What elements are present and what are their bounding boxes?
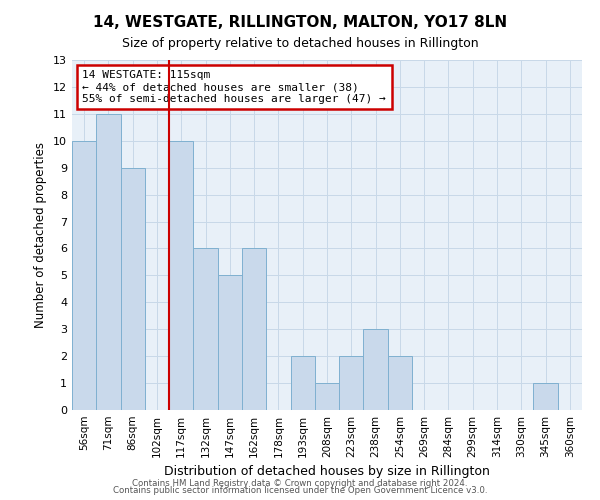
- Text: 14 WESTGATE: 115sqm
← 44% of detached houses are smaller (38)
55% of semi-detach: 14 WESTGATE: 115sqm ← 44% of detached ho…: [82, 70, 386, 104]
- Text: Contains HM Land Registry data © Crown copyright and database right 2024.: Contains HM Land Registry data © Crown c…: [132, 478, 468, 488]
- Bar: [121, 168, 145, 410]
- Bar: [242, 248, 266, 410]
- Bar: [72, 141, 96, 410]
- Bar: [533, 383, 558, 410]
- Y-axis label: Number of detached properties: Number of detached properties: [34, 142, 47, 328]
- Text: Size of property relative to detached houses in Rillington: Size of property relative to detached ho…: [122, 38, 478, 51]
- Bar: [193, 248, 218, 410]
- Bar: [315, 383, 339, 410]
- Text: 14, WESTGATE, RILLINGTON, MALTON, YO17 8LN: 14, WESTGATE, RILLINGTON, MALTON, YO17 8…: [93, 15, 507, 30]
- X-axis label: Distribution of detached houses by size in Rillington: Distribution of detached houses by size …: [164, 466, 490, 478]
- Bar: [364, 329, 388, 410]
- Bar: [96, 114, 121, 410]
- Bar: [218, 276, 242, 410]
- Bar: [339, 356, 364, 410]
- Bar: [290, 356, 315, 410]
- Bar: [169, 141, 193, 410]
- Text: Contains public sector information licensed under the Open Government Licence v3: Contains public sector information licen…: [113, 486, 487, 495]
- Bar: [388, 356, 412, 410]
